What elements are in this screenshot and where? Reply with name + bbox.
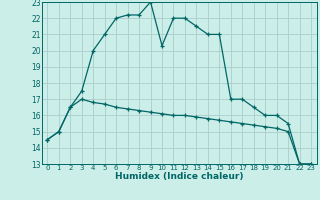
X-axis label: Humidex (Indice chaleur): Humidex (Indice chaleur) [115,172,244,181]
